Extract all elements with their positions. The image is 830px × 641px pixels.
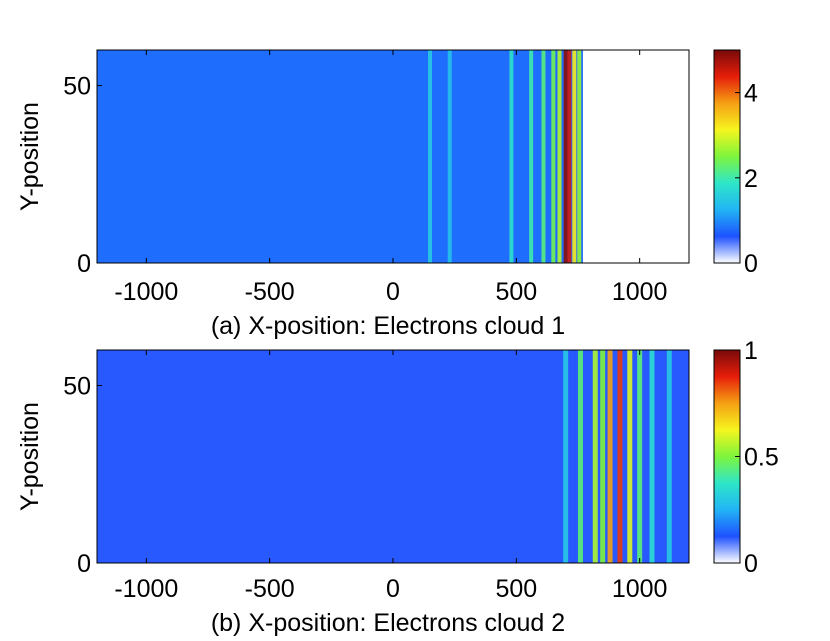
panel-b-x-tick-label: 1000 bbox=[612, 575, 668, 603]
panel-a: -1000 -500 0 500 1000 0 50 (a) X-position: El… bbox=[16, 49, 758, 340]
panel-b-x-tick-label: 500 bbox=[495, 575, 537, 603]
panel-a-x-tick-label: 1000 bbox=[612, 278, 668, 306]
panel-a-x-axis-label: (a) X-position: Electrons cloud 1 bbox=[211, 312, 565, 340]
panel-b-plot-area bbox=[96, 349, 690, 564]
panel-a-colorbar-tick-label: 0 bbox=[744, 250, 758, 278]
panel-a-band bbox=[557, 50, 562, 263]
panel-a-band bbox=[509, 50, 514, 263]
panel-a-y-axis-label: Y-position bbox=[16, 102, 44, 211]
panel-b-colorbar: 00.51 bbox=[713, 337, 779, 578]
panel-b: -1000 -500 0 500 1000 0 50 (b) X-position: El… bbox=[16, 337, 779, 637]
panel-a-x-ticks: -1000 -500 0 500 1000 bbox=[114, 50, 667, 306]
panel-a-band bbox=[567, 50, 572, 263]
panel-b-bands bbox=[563, 350, 672, 563]
panel-b-band bbox=[649, 350, 655, 563]
panel-a-plot-area bbox=[96, 49, 690, 264]
panel-a-colorbar-ticks: 0 2 4 bbox=[735, 80, 758, 278]
panel-b-y-tick-label: 0 bbox=[77, 550, 91, 578]
panel-b-y-ticks: 0 50 bbox=[63, 373, 102, 578]
panel-b-band bbox=[666, 350, 672, 563]
panel-b-band bbox=[607, 350, 613, 563]
panel-a-band bbox=[541, 50, 546, 263]
panel-a-band bbox=[428, 50, 432, 263]
panel-b-band bbox=[577, 350, 583, 563]
panel-a-colorbar-tick-label: 2 bbox=[744, 165, 758, 193]
panel-a-bands bbox=[428, 50, 582, 263]
panel-b-heatmap-field bbox=[97, 350, 689, 563]
panel-a-band bbox=[529, 50, 534, 263]
panel-a-band bbox=[551, 50, 556, 263]
panel-a-band bbox=[563, 50, 568, 263]
panel-a-heatmap-field bbox=[97, 50, 583, 263]
panel-a-x-tick-label: -500 bbox=[245, 278, 295, 306]
panel-a-x-tick-label: 0 bbox=[386, 278, 400, 306]
panel-b-band bbox=[592, 350, 598, 563]
panel-b-colorbar-ticks: 00.51 bbox=[735, 337, 779, 578]
panel-b-y-tick-label: 50 bbox=[63, 373, 91, 401]
panel-b-band bbox=[627, 350, 633, 563]
panel-b-band bbox=[637, 350, 643, 563]
panel-a-y-ticks: 0 50 bbox=[63, 73, 102, 278]
panel-a-y-tick-label: 50 bbox=[63, 73, 91, 101]
panel-b-x-tick-label: 0 bbox=[386, 575, 400, 603]
panel-b-colorbar-tick-label: 0 bbox=[744, 550, 758, 578]
panel-a-band bbox=[447, 50, 452, 263]
panel-a-colorbar-scale bbox=[713, 49, 741, 264]
panel-b-band bbox=[617, 350, 623, 563]
panel-a-band bbox=[572, 50, 577, 263]
panel-a-x-tick-label: 500 bbox=[495, 278, 537, 306]
panel-b-band bbox=[563, 350, 569, 563]
panel-a-x-tick-label: -1000 bbox=[114, 278, 178, 306]
panel-a-colorbar: 0 2 4 bbox=[713, 49, 758, 278]
panel-a-y-tick-label: 0 bbox=[77, 250, 91, 278]
panel-b-x-axis-label: (b) X-position: Electrons cloud 2 bbox=[211, 609, 565, 637]
panel-b-x-tick-label: -500 bbox=[245, 575, 295, 603]
panel-b-colorbar-tick-label: 1 bbox=[744, 337, 758, 365]
panel-b-band bbox=[600, 350, 606, 563]
panel-b-colorbar-tick-label: 0.5 bbox=[744, 444, 779, 472]
panel-b-y-axis-label: Y-position bbox=[16, 402, 44, 511]
panel-a-band bbox=[577, 50, 582, 263]
panel-b-x-tick-label: -1000 bbox=[114, 575, 178, 603]
panel-b-x-ticks: -1000 -500 0 500 1000 bbox=[114, 350, 667, 603]
panel-a-colorbar-tick-label: 4 bbox=[744, 80, 758, 108]
